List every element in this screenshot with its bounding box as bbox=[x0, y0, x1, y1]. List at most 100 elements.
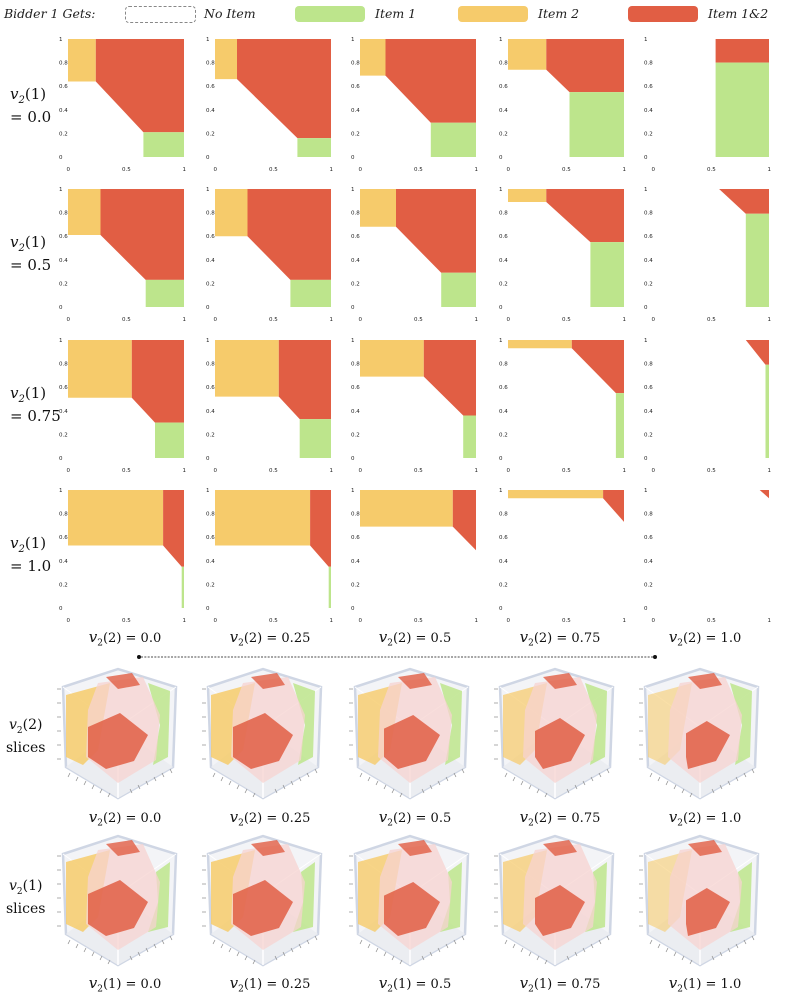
y-tick-label: 1 bbox=[59, 488, 63, 494]
region-item2 bbox=[68, 39, 96, 82]
x-tick-label: 1 bbox=[623, 167, 627, 173]
region-item2 bbox=[360, 189, 396, 227]
cube-tick bbox=[137, 784, 141, 790]
cube-caption-2-1: v2(1) = 0.0 bbox=[88, 974, 162, 995]
cube-tick bbox=[220, 776, 224, 782]
cube-tick bbox=[391, 788, 395, 794]
y-tick-label: 1 bbox=[206, 488, 210, 494]
x-tick-label: 0.5 bbox=[707, 618, 716, 624]
x-tick-label: 0 bbox=[507, 317, 511, 323]
cube-caption-2-4: v2(1) = 0.75 bbox=[519, 974, 601, 995]
legend-label-no-item: No Item bbox=[204, 6, 256, 21]
y-tick-label: 0.6 bbox=[206, 535, 215, 541]
region-item2 bbox=[360, 340, 424, 377]
region-item1 bbox=[148, 862, 170, 932]
cube-r1-c3 bbox=[340, 665, 480, 804]
y-tick-label: 0.8 bbox=[351, 512, 360, 518]
y-tick-label: 0.6 bbox=[206, 84, 215, 90]
y-tick-label: 0.2 bbox=[499, 281, 508, 287]
cube-tick bbox=[359, 939, 363, 945]
region-item2 bbox=[508, 490, 604, 499]
col-label-4: v2(2) = 0.75 bbox=[519, 628, 601, 649]
x-tick-label: 0.5 bbox=[707, 167, 716, 173]
cube-tick bbox=[681, 955, 685, 961]
x-tick-label: 1 bbox=[768, 167, 772, 173]
region-both bbox=[686, 888, 730, 936]
cube-tick bbox=[598, 772, 602, 778]
cube-tick bbox=[429, 784, 433, 790]
cube-tick bbox=[582, 780, 586, 786]
cube-tick bbox=[590, 943, 594, 949]
cube-row-label-2: v2(1) slices bbox=[6, 878, 46, 917]
region-item1 bbox=[441, 272, 476, 307]
region-item1 bbox=[715, 62, 769, 157]
region-item1 bbox=[297, 138, 331, 157]
y-tick-label: 1 bbox=[59, 338, 63, 344]
region-item1 bbox=[293, 683, 315, 765]
cube-tick bbox=[657, 943, 661, 949]
y-tick-label: 0 bbox=[59, 155, 63, 161]
cube-tick bbox=[727, 947, 731, 953]
cube-tick bbox=[274, 955, 278, 961]
cube-r1-c1 bbox=[48, 665, 188, 804]
y-tick-label: 0.2 bbox=[499, 131, 508, 137]
region-both-top bbox=[251, 673, 285, 689]
cube-caption-2-2: v2(1) = 0.25 bbox=[229, 974, 311, 995]
x-tick-label: 1 bbox=[475, 618, 479, 624]
row-label-4: v2(1) = 1.0 bbox=[10, 534, 52, 575]
cube-tick bbox=[520, 780, 524, 786]
region-both bbox=[715, 39, 769, 63]
y-tick-label: 0.6 bbox=[499, 234, 508, 240]
y-tick-label: 0 bbox=[351, 305, 355, 311]
cube-tick bbox=[437, 780, 441, 786]
region-both-top bbox=[106, 840, 140, 856]
cube-r2-c3 bbox=[340, 832, 480, 971]
cube-tick bbox=[590, 776, 594, 782]
y-tick-label: 0.8 bbox=[351, 362, 360, 368]
cube-tick bbox=[657, 776, 661, 782]
x-tick-label: 0 bbox=[359, 468, 363, 474]
cube-tick bbox=[145, 780, 149, 786]
cube-tick bbox=[161, 939, 165, 945]
x-tick-label: 1 bbox=[475, 167, 479, 173]
x-tick-label: 0 bbox=[652, 167, 656, 173]
y-tick-label: 1 bbox=[351, 37, 355, 43]
y-tick-label: 0.4 bbox=[644, 258, 653, 264]
legend: Bidder 1 Gets: No Item Item 1 Item 2 Ite… bbox=[0, 0, 789, 30]
cube-tick bbox=[314, 768, 318, 774]
region-both-top bbox=[688, 840, 722, 856]
y-tick-label: 0 bbox=[644, 155, 648, 161]
region-both-top bbox=[251, 840, 285, 856]
region-both bbox=[423, 340, 476, 416]
x-tick-label: 0.5 bbox=[562, 618, 571, 624]
cube-tick bbox=[383, 951, 387, 957]
cube-tick bbox=[743, 939, 747, 945]
cube-tick bbox=[314, 935, 318, 941]
cube-tick bbox=[67, 939, 71, 945]
cube-tick bbox=[137, 951, 141, 957]
region-both bbox=[759, 490, 769, 499]
cube-tick bbox=[290, 780, 294, 786]
cube-tick bbox=[367, 776, 371, 782]
cube-tick bbox=[83, 780, 87, 786]
x-tick-label: 1 bbox=[183, 618, 187, 624]
cube-tick bbox=[574, 784, 578, 790]
x-tick-label: 1 bbox=[768, 618, 772, 624]
x-tick-label: 1 bbox=[330, 618, 334, 624]
y-tick-label: 0.6 bbox=[59, 535, 68, 541]
cube-tick bbox=[282, 784, 286, 790]
cube-tick bbox=[566, 788, 570, 794]
cube-tick bbox=[566, 955, 570, 961]
legend-swatch-item-2 bbox=[458, 6, 528, 22]
cube-tick bbox=[75, 776, 79, 782]
y-tick-label: 1 bbox=[206, 338, 210, 344]
y-tick-label: 0.2 bbox=[206, 131, 215, 137]
y-tick-label: 0.6 bbox=[499, 535, 508, 541]
cube-tick bbox=[91, 951, 95, 957]
x-tick-label: 0.5 bbox=[269, 618, 278, 624]
region-both bbox=[384, 715, 440, 769]
y-tick-label: 0.4 bbox=[59, 108, 68, 114]
cube-tick bbox=[107, 792, 111, 798]
y-tick-label: 0.8 bbox=[351, 61, 360, 67]
cube-tick bbox=[437, 947, 441, 953]
